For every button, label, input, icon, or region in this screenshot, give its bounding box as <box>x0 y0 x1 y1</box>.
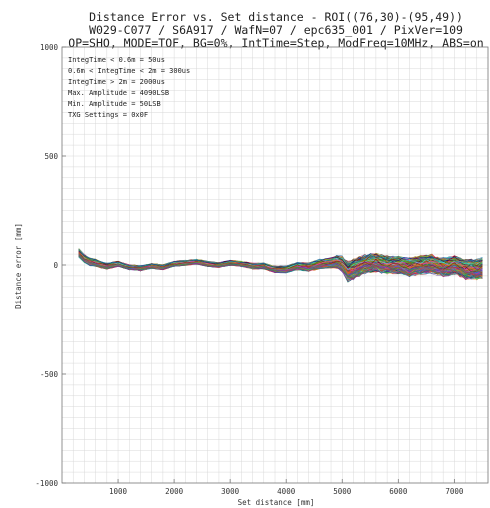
series-line <box>78 253 483 277</box>
annotation-line: Max. Amplitude = 4090LSB <box>68 89 169 97</box>
annotation-line: 0.6m < IntegTime < 2m = 300us <box>68 67 190 75</box>
chart-title-line-3: OP=SHO, MODE=TOF, BG=0%, IntTime=Step, M… <box>68 36 483 50</box>
x-axis-ticks: 1000 2000 3000 4000 5000 6000 7000 <box>109 479 464 496</box>
series-line <box>78 254 483 279</box>
x-tick-label: 4000 <box>277 487 296 496</box>
x-tick-label: 3000 <box>221 487 240 496</box>
x-tick-label: 7000 <box>445 487 464 496</box>
annotation-line: TXG Settings = 0x0F <box>68 111 148 119</box>
series-line <box>78 249 483 268</box>
annotation-line: IntegTime > 2m = 2000us <box>68 78 165 86</box>
series-line <box>78 252 483 275</box>
chart-title: Distance Error vs. Set distance - ROI((7… <box>68 10 483 50</box>
y-tick-label: 500 <box>44 152 58 161</box>
chart-title-line-1: Distance Error vs. Set distance - ROI((7… <box>89 10 463 24</box>
y-tick-label: -1000 <box>35 479 58 488</box>
x-tick-label: 6000 <box>389 487 408 496</box>
x-axis-label: Set distance [mm] <box>238 498 315 507</box>
annotation-line: IntegTime < 0.6m = 50us <box>68 56 165 64</box>
y-axis-label: Distance error [mm] <box>14 223 23 309</box>
y-tick-label: 1000 <box>40 43 59 52</box>
series-line <box>78 254 483 281</box>
annotation-line: Min. Amplitude = 50LSB <box>68 100 161 108</box>
y-tick-label: -500 <box>40 370 59 379</box>
y-tick-label: 0 <box>53 261 58 270</box>
chart-title-line-2: W029-C077 / S6A917 / WafN=07 / epc635_00… <box>89 23 463 37</box>
x-tick-label: 5000 <box>333 487 352 496</box>
x-tick-label: 1000 <box>109 487 128 496</box>
settings-annotation: IntegTime < 0.6m = 50us 0.6m < IntegTime … <box>68 56 190 119</box>
y-axis-ticks: 1000 500 0 -500 -1000 <box>35 43 66 488</box>
series-lines <box>78 248 483 283</box>
x-tick-label: 2000 <box>165 487 184 496</box>
